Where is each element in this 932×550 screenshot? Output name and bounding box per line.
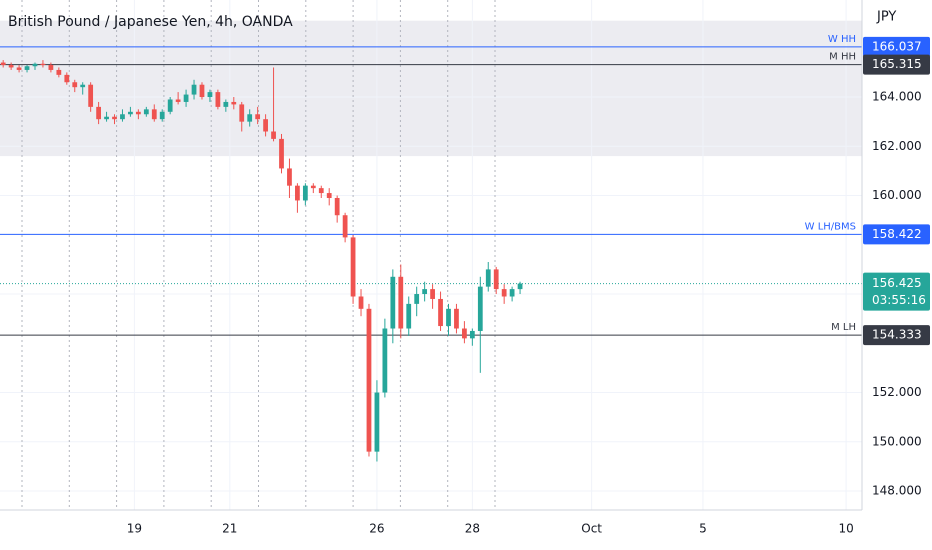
x-tick-label: 21 xyxy=(222,522,237,536)
level-label-bg xyxy=(863,36,930,57)
y-tick-label: 162.000 xyxy=(872,139,922,153)
candle-body xyxy=(462,328,467,339)
candle-body xyxy=(215,92,221,107)
candle-body xyxy=(128,111,133,115)
candle-body xyxy=(358,296,364,309)
x-tick-label: 28 xyxy=(465,522,480,536)
candle-body xyxy=(318,188,324,194)
level-label-bg xyxy=(863,325,930,346)
candle-body xyxy=(239,104,245,122)
x-tick-label: 5 xyxy=(699,522,707,536)
candle-body xyxy=(517,283,523,290)
candle-body xyxy=(143,109,149,115)
candle-body xyxy=(191,84,197,95)
candle-body xyxy=(175,99,181,102)
candle-body xyxy=(469,330,475,339)
currency: JPY xyxy=(876,10,896,25)
level-label-bg xyxy=(863,224,930,245)
level-label-bg xyxy=(863,54,930,75)
candle-body xyxy=(454,308,459,329)
x-tick-label: 10 xyxy=(838,522,853,536)
candle-body xyxy=(167,99,173,112)
level-name: M LH xyxy=(831,322,856,333)
level-label: 166.037 xyxy=(872,39,922,53)
candle-body xyxy=(56,69,62,75)
candle-body xyxy=(279,138,284,169)
candle-body xyxy=(48,65,54,70)
candle-body xyxy=(64,74,70,83)
candle-body xyxy=(509,289,515,297)
y-tick-label: 150.000 xyxy=(872,434,922,448)
candle-body xyxy=(32,63,38,67)
level-name: W LH/BMS xyxy=(805,221,856,232)
candle-body xyxy=(231,101,237,105)
candle-body xyxy=(16,67,22,70)
candle-body xyxy=(366,308,372,452)
candle-body xyxy=(0,62,6,66)
x-tick-label: 26 xyxy=(369,522,384,536)
y-tick-label: 152.000 xyxy=(872,385,922,399)
candle-body xyxy=(501,289,507,297)
candle-body xyxy=(199,84,205,98)
candle-body xyxy=(263,119,268,132)
candle-body xyxy=(390,276,396,329)
candle-body xyxy=(159,111,165,120)
candle-body xyxy=(223,101,229,107)
candle-body xyxy=(151,109,157,120)
candle-body xyxy=(295,185,300,201)
candle-body xyxy=(255,114,261,120)
candle-body xyxy=(24,66,30,70)
candle-body xyxy=(135,111,141,115)
candle-body xyxy=(120,114,125,120)
zone xyxy=(0,20,862,157)
candle-body xyxy=(80,84,86,88)
candle-body xyxy=(8,65,14,68)
countdown: 03:55:16 xyxy=(872,293,926,307)
candle-body xyxy=(350,237,356,297)
candle-body xyxy=(112,116,117,120)
x-tick-label: 19 xyxy=(127,522,142,536)
candle-body xyxy=(414,294,420,304)
candle-body xyxy=(302,185,308,201)
candle-body xyxy=(398,276,404,329)
candle-body xyxy=(96,106,101,120)
candle-body xyxy=(334,197,340,216)
level-label: 154.333 xyxy=(872,328,922,342)
candle-body xyxy=(374,392,380,452)
last-price-bg xyxy=(863,272,930,311)
candle-body xyxy=(88,84,94,107)
candle-body xyxy=(382,328,388,393)
level-name: W HH xyxy=(828,34,856,45)
candle-body xyxy=(438,298,443,327)
last-price-label: 156.425 xyxy=(872,276,922,290)
candle-body xyxy=(104,116,109,120)
candle-body xyxy=(406,303,412,329)
candle-body xyxy=(493,269,499,290)
candle-body xyxy=(446,308,451,327)
y-tick-label: 164.000 xyxy=(872,90,922,104)
candle-body xyxy=(430,289,435,299)
candle-body xyxy=(40,63,46,66)
candle-body xyxy=(326,193,332,198)
level-name: M HH xyxy=(829,52,856,63)
candle-body xyxy=(271,131,276,139)
candle-body xyxy=(477,286,483,331)
chart-title: British Pound / Japanese Yen, 4h, OANDA xyxy=(8,14,293,30)
y-tick-label: 160.000 xyxy=(872,188,922,202)
candle-body xyxy=(207,92,213,98)
candle-body xyxy=(183,94,189,102)
candle-body xyxy=(247,114,253,122)
x-tick-label: Oct xyxy=(581,522,602,536)
candle-body xyxy=(342,215,348,238)
candle-body xyxy=(422,289,428,295)
candle-body xyxy=(485,269,491,287)
level-label: 165.315 xyxy=(872,57,922,71)
candle-body xyxy=(287,168,292,186)
candle-body xyxy=(72,82,78,88)
level-label: 158.422 xyxy=(872,227,922,241)
y-tick-label: 148.000 xyxy=(872,484,922,498)
candle-body xyxy=(310,185,316,189)
